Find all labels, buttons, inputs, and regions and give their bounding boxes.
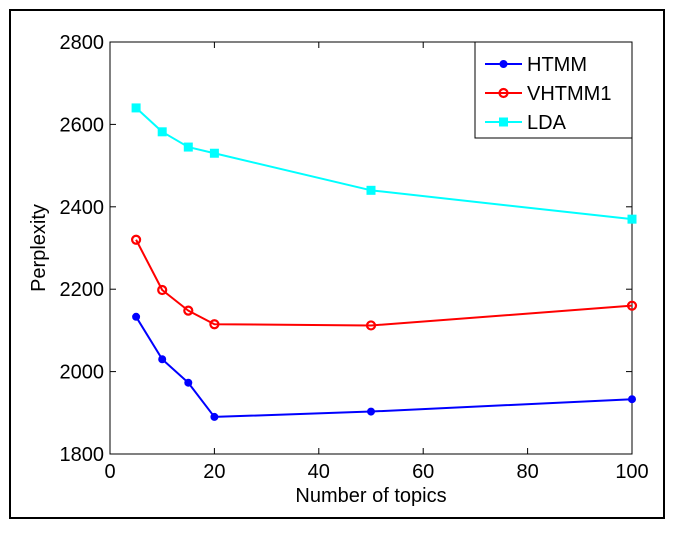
y-tick-label: 2400 xyxy=(60,197,105,219)
y-tick-label: 2200 xyxy=(60,279,105,301)
data-point-vhtmm1 xyxy=(365,320,377,331)
x-tick-label: 0 xyxy=(104,461,115,483)
x-tick-label: 60 xyxy=(412,461,434,483)
data-point-htmm xyxy=(628,395,636,404)
data-point-lda xyxy=(627,214,637,224)
data-point-vhtmm1 xyxy=(626,300,638,311)
data-point-htmm xyxy=(158,355,167,364)
y-tick-label: 2000 xyxy=(60,362,105,384)
data-point-vhtmm1 xyxy=(183,305,194,316)
data-point-vhtmm1 xyxy=(157,284,168,296)
x-tick-label: 80 xyxy=(516,461,538,483)
x-tick-label: 40 xyxy=(308,461,330,483)
data-point-lda xyxy=(157,127,167,137)
legend-label-lda: LDA xyxy=(527,112,567,134)
data-point-lda xyxy=(131,103,141,113)
x-tick-label: 100 xyxy=(615,461,648,483)
x-axis-label: Number of topics xyxy=(295,485,446,507)
series-htmm xyxy=(132,312,636,421)
data-point-htmm xyxy=(210,412,219,421)
data-point-vhtmm1 xyxy=(209,319,220,330)
x-axis: 0 20 40 60 80 100 xyxy=(104,42,649,483)
legend-label-vhtmm1: VHTMM1 xyxy=(527,83,611,105)
series-line-htmm xyxy=(135,316,633,418)
x-tick-label: 20 xyxy=(203,461,225,483)
y-tick-label: 1800 xyxy=(60,444,105,466)
legend-marker-lda xyxy=(499,117,508,127)
y-tick-label: 2600 xyxy=(60,114,105,136)
y-axis-label: Perplexity xyxy=(28,204,50,292)
y-axis: 1800 2000 2200 2400 2600 2800 xyxy=(60,32,632,466)
axes-box xyxy=(109,41,633,455)
data-point-htmm xyxy=(184,378,193,387)
data-point-htmm xyxy=(132,312,141,321)
data-point-vhtmm1 xyxy=(131,234,142,245)
plot-area xyxy=(109,41,633,455)
data-point-lda xyxy=(183,142,193,152)
y-tick-label: 2800 xyxy=(60,32,105,54)
data-point-lda xyxy=(366,185,376,195)
series-layer xyxy=(131,103,638,421)
data-point-htmm xyxy=(367,407,375,416)
series-vhtmm1 xyxy=(131,234,638,331)
legend-label-htmm: HTMM xyxy=(527,54,587,76)
legend-marker-htmm xyxy=(499,60,508,68)
data-point-lda xyxy=(209,148,219,158)
legend: HTMM VHTMM1 LDA xyxy=(474,41,633,139)
legend-marker-vhtmm1 xyxy=(498,87,509,99)
series-line-vhtmm1 xyxy=(135,239,633,327)
series-lda xyxy=(131,103,637,224)
